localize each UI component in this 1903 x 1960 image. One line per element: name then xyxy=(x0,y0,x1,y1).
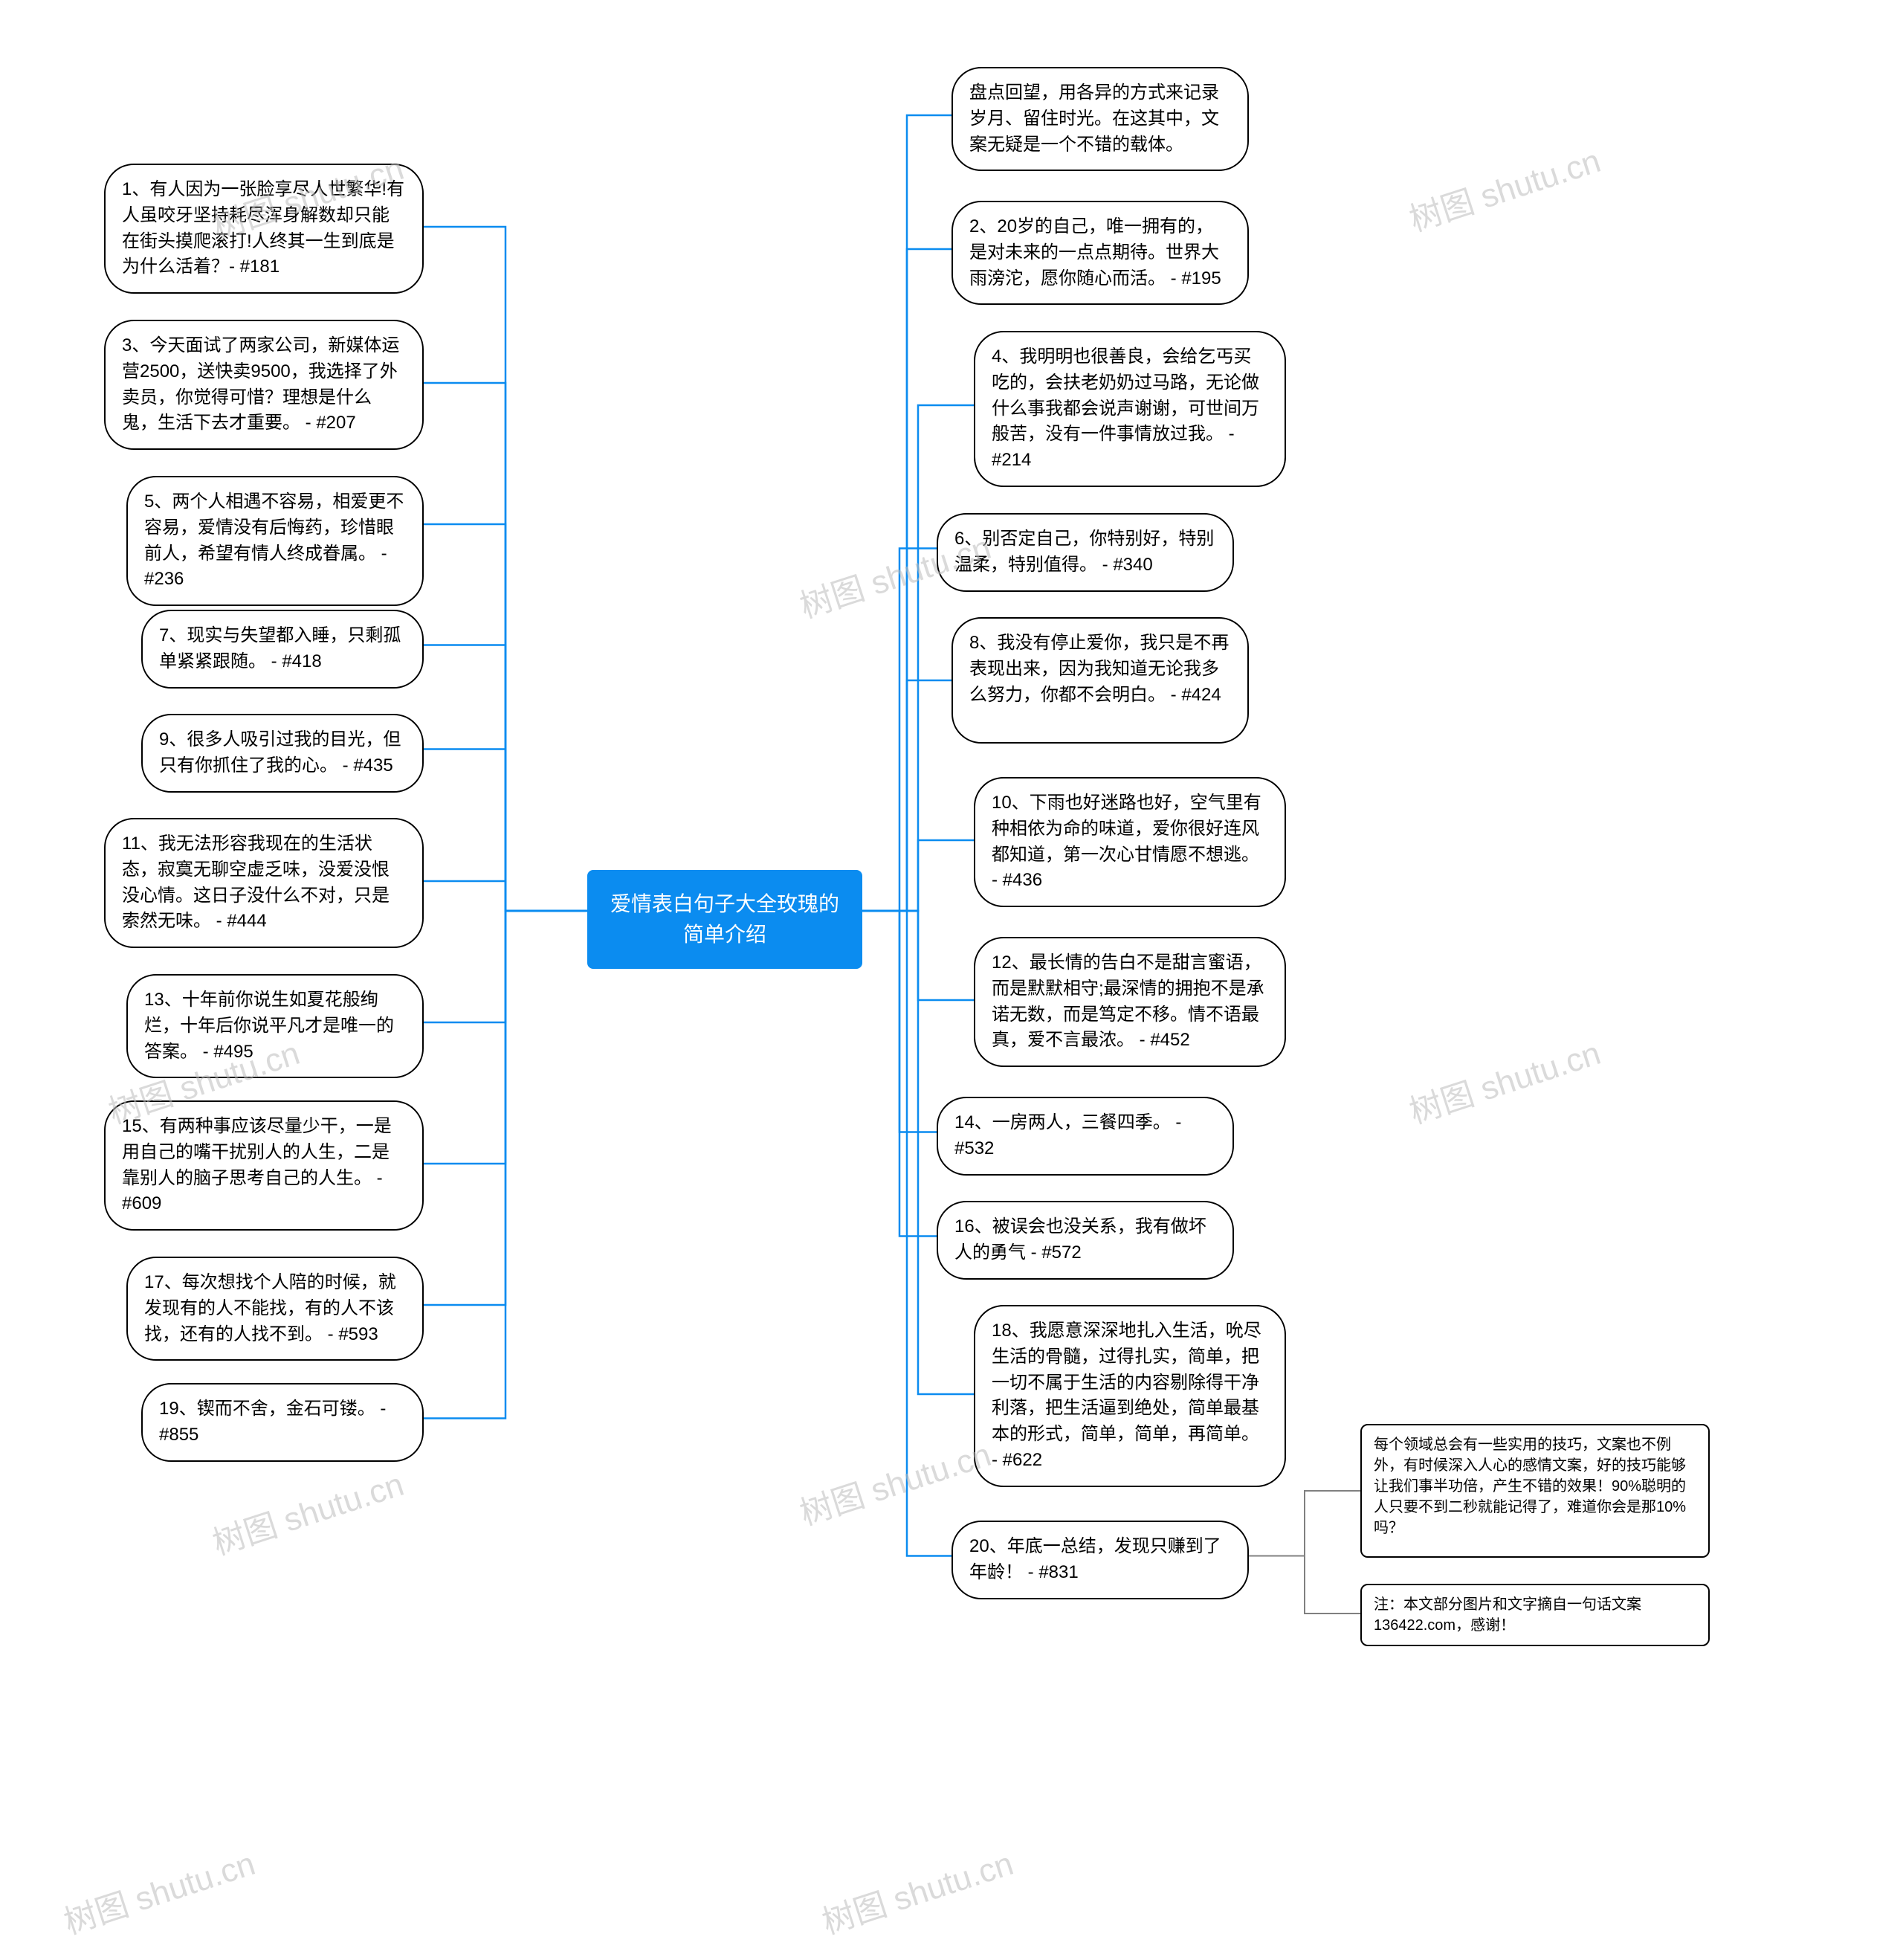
right-node-label-4: 8、我没有停止爱你，我只是不再表现出来，因为我知道无论我多么努力，你都不会明白。… xyxy=(969,633,1229,705)
right-node-10: 20、年底一总结，发现只赚到了年龄！ - #831 xyxy=(952,1521,1249,1599)
sub-node-1: 注：本文部分图片和文字摘自一句话文案136422.com，感谢！ xyxy=(1360,1584,1710,1646)
right-node-label-6: 12、最长情的告白不是甜言蜜语，而是默默相守;最深情的拥抱不是承诺无数，而是笃定… xyxy=(992,952,1264,1050)
right-node-label-1: 2、20岁的自己，唯一拥有的，是对未来的一点点期待。世界大雨滂沱，愿你随心而活。… xyxy=(969,216,1221,288)
left-node-label-6: 13、十年前你说生如夏花般绚烂，十年后你说平凡才是唯一的答案。 - #495 xyxy=(144,990,394,1062)
right-node-7: 14、一房两人，三餐四季。 - #532 xyxy=(937,1097,1234,1176)
left-node-5: 11、我无法形容我现在的生活状态，寂寞无聊空虚乏味，没爱没恨没心情。这日子没什么… xyxy=(104,818,424,948)
watermark-1: 树图 shutu.cn xyxy=(1403,134,1606,240)
right-node-label-0: 盘点回望，用各异的方式来记录岁月、留住时光。在这其中，文案无疑是一个不错的载体。 xyxy=(969,83,1219,155)
sub-node-0: 每个领域总会有一些实用的技巧，文案也不例外，有时候深入人心的感情文案，好的技巧能… xyxy=(1360,1424,1710,1558)
left-node-9: 19、锲而不舍，金石可镂。 - #855 xyxy=(141,1383,424,1462)
right-node-label-10: 20、年底一总结，发现只赚到了年龄！ - #831 xyxy=(969,1536,1221,1582)
left-node-label-3: 7、现实与失望都入睡，只剩孤单紧紧跟随。 - #418 xyxy=(159,625,401,671)
right-node-label-5: 10、下雨也好迷路也好，空气里有种相依为命的味道，爱你很好连风都知道，第一次心甘… xyxy=(992,793,1261,890)
left-node-8: 17、每次想找个人陪的时候，就发现有的人不能找，有的人不该找，还有的人找不到。 … xyxy=(126,1257,424,1361)
right-node-label-9: 18、我愿意深深地扎入生活，吮尽生活的骨髓，过得扎实，简单，把一切不属于生活的内… xyxy=(992,1321,1261,1470)
right-node-label-3: 6、别否定自己，你特别好，特别温柔，特别值得。 - #340 xyxy=(954,529,1214,575)
left-node-label-4: 9、很多人吸引过我的目光，但只有你抓住了我的心。 - #435 xyxy=(159,729,401,776)
root-node: 爱情表白句子大全玫瑰的简单介绍 xyxy=(587,870,862,969)
right-node-label-8: 16、被误会也没关系，我有做坏人的勇气 - #572 xyxy=(954,1216,1206,1263)
right-node-0: 盘点回望，用各异的方式来记录岁月、留住时光。在这其中，文案无疑是一个不错的载体。 xyxy=(952,67,1249,171)
watermark-7: 树图 shutu.cn xyxy=(57,1837,260,1943)
watermark-8: 树图 shutu.cn xyxy=(815,1837,1018,1943)
right-node-5: 10、下雨也好迷路也好，空气里有种相依为命的味道，爱你很好连风都知道，第一次心甘… xyxy=(974,777,1286,907)
left-node-4: 9、很多人吸引过我的目光，但只有你抓住了我的心。 - #435 xyxy=(141,714,424,793)
left-node-0: 1、有人因为一张脸享尽人世繁华!有人虽咬牙坚持耗尽浑身解数却只能在街头摸爬滚打!… xyxy=(104,164,424,294)
sub-node-label-1: 注：本文部分图片和文字摘自一句话文案136422.com，感谢！ xyxy=(1374,1596,1641,1634)
left-node-7: 15、有两种事应该尽量少干，一是用自己的嘴干扰别人的人生，二是靠别人的脑子思考自… xyxy=(104,1100,424,1231)
right-node-4: 8、我没有停止爱你，我只是不再表现出来，因为我知道无论我多么努力，你都不会明白。… xyxy=(952,617,1249,744)
left-node-label-8: 17、每次想找个人陪的时候，就发现有的人不能找，有的人不该找，还有的人找不到。 … xyxy=(144,1272,396,1344)
right-node-label-2: 4、我明明也很善良，会给乞丐买吃的，会扶老奶奶过马路，无论做什么事我都会说声谢谢… xyxy=(992,346,1259,470)
left-node-label-0: 1、有人因为一张脸享尽人世繁华!有人虽咬牙坚持耗尽浑身解数却只能在街头摸爬滚打!… xyxy=(122,179,404,277)
left-node-label-9: 19、锲而不舍，金石可镂。 - #855 xyxy=(159,1399,386,1445)
right-node-1: 2、20岁的自己，唯一拥有的，是对未来的一点点期待。世界大雨滂沱，愿你随心而活。… xyxy=(952,201,1249,305)
right-node-8: 16、被误会也没关系，我有做坏人的勇气 - #572 xyxy=(937,1201,1234,1280)
right-node-label-7: 14、一房两人，三餐四季。 - #532 xyxy=(954,1112,1181,1158)
left-node-label-7: 15、有两种事应该尽量少干，一是用自己的嘴干扰别人的人生，二是靠别人的脑子思考自… xyxy=(122,1116,392,1213)
right-node-9: 18、我愿意深深地扎入生活，吮尽生活的骨髓，过得扎实，简单，把一切不属于生活的内… xyxy=(974,1305,1286,1487)
left-node-3: 7、现实与失望都入睡，只剩孤单紧紧跟随。 - #418 xyxy=(141,610,424,689)
watermark-4: 树图 shutu.cn xyxy=(1403,1026,1606,1132)
right-node-2: 4、我明明也很善良，会给乞丐买吃的，会扶老奶奶过马路，无论做什么事我都会说声谢谢… xyxy=(974,331,1286,487)
watermark-6: 树图 shutu.cn xyxy=(793,1428,996,1534)
left-node-label-5: 11、我无法形容我现在的生活状态，寂寞无聊空虚乏味，没爱没恨没心情。这日子没什么… xyxy=(122,834,390,931)
right-node-6: 12、最长情的告白不是甜言蜜语，而是默默相守;最深情的拥抱不是承诺无数，而是笃定… xyxy=(974,937,1286,1067)
sub-node-label-0: 每个领域总会有一些实用的技巧，文案也不例外，有时候深入人心的感情文案，好的技巧能… xyxy=(1374,1437,1686,1536)
left-node-6: 13、十年前你说生如夏花般绚烂，十年后你说平凡才是唯一的答案。 - #495 xyxy=(126,974,424,1078)
root-label: 爱情表白句子大全玫瑰的简单介绍 xyxy=(610,892,839,946)
left-node-label-2: 5、两个人相遇不容易，相爱更不容易，爱情没有后悔药，珍惜眼前人，希望有情人终成眷… xyxy=(144,491,404,589)
left-node-2: 5、两个人相遇不容易，相爱更不容易，爱情没有后悔药，珍惜眼前人，希望有情人终成眷… xyxy=(126,476,424,606)
right-node-3: 6、别否定自己，你特别好，特别温柔，特别值得。 - #340 xyxy=(937,513,1234,592)
left-node-1: 3、今天面试了两家公司，新媒体运营2500，送快卖9500，我选择了外卖员，你觉… xyxy=(104,320,424,450)
watermark-5: 树图 shutu.cn xyxy=(206,1457,409,1564)
left-node-label-1: 3、今天面试了两家公司，新媒体运营2500，送快卖9500，我选择了外卖员，你觉… xyxy=(122,335,399,433)
